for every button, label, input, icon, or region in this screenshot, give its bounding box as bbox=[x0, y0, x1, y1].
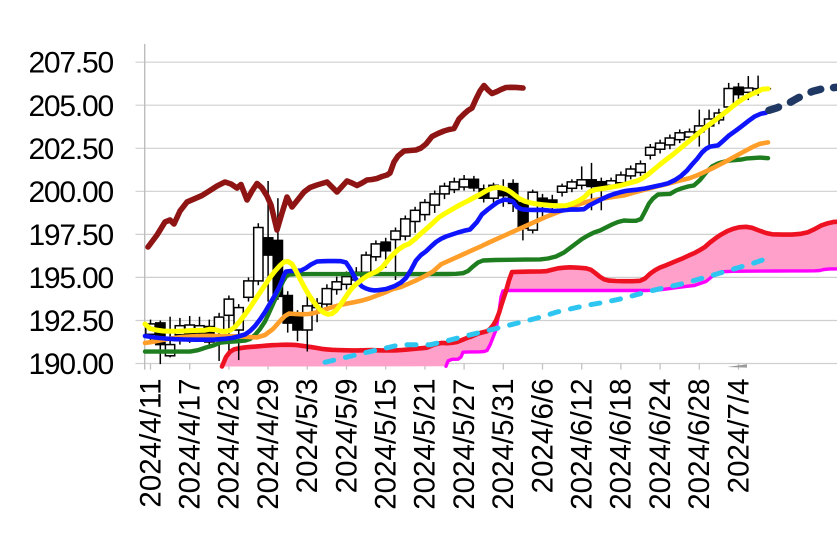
svg-text:2024/4/11: 2024/4/11 bbox=[134, 379, 167, 508]
svg-text:2024/4/29: 2024/4/29 bbox=[252, 379, 285, 510]
svg-text:2024/5/27: 2024/5/27 bbox=[448, 379, 481, 510]
svg-text:2024/4/23: 2024/4/23 bbox=[213, 379, 246, 510]
svg-text:2024/6/28: 2024/6/28 bbox=[683, 379, 716, 510]
svg-text:2024/6/18: 2024/6/18 bbox=[605, 379, 638, 510]
svg-text:190.00: 190.00 bbox=[28, 348, 113, 381]
svg-text:192.50: 192.50 bbox=[28, 305, 113, 338]
svg-text:2024/6/6: 2024/6/6 bbox=[526, 379, 559, 494]
svg-text:2024/5/3: 2024/5/3 bbox=[291, 379, 324, 494]
svg-text:2024/6/12: 2024/6/12 bbox=[566, 379, 599, 510]
svg-text:2024/5/21: 2024/5/21 bbox=[409, 379, 442, 510]
svg-text:205.00: 205.00 bbox=[28, 90, 113, 123]
svg-text:207.50: 207.50 bbox=[28, 47, 113, 80]
svg-text:2024/7/4: 2024/7/4 bbox=[722, 379, 755, 494]
svg-text:2024/5/31: 2024/5/31 bbox=[487, 379, 520, 510]
svg-text:202.50: 202.50 bbox=[28, 133, 113, 166]
svg-text:195.00: 195.00 bbox=[28, 262, 113, 295]
svg-text:197.50: 197.50 bbox=[28, 219, 113, 252]
svg-text:2024/6/24: 2024/6/24 bbox=[644, 379, 677, 510]
svg-text:200.00: 200.00 bbox=[28, 176, 113, 209]
svg-text:2024/4/17: 2024/4/17 bbox=[174, 379, 207, 510]
svg-text:2024/5/9: 2024/5/9 bbox=[330, 379, 363, 494]
svg-text:2024/5/15: 2024/5/15 bbox=[370, 379, 403, 510]
